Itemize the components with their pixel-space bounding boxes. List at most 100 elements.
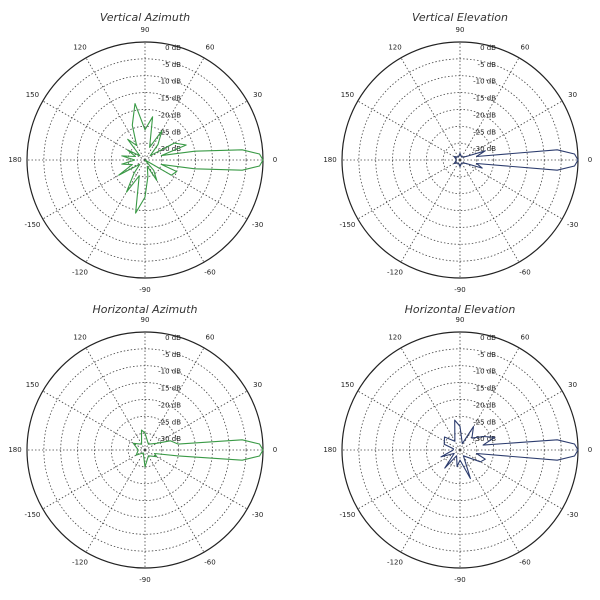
angle-tick-label: -150 — [24, 511, 40, 519]
grid-ring — [392, 382, 528, 518]
spoke-line — [459, 57, 520, 161]
spoke-line — [144, 57, 205, 161]
chart-title: Vertical Elevation — [412, 11, 508, 24]
radial-tick-label: 0 dB — [165, 44, 181, 52]
radial-tick-label: -10 dB — [158, 78, 181, 86]
angle-tick-label: 150 — [341, 381, 354, 389]
angle-tick-label: 90 — [456, 316, 465, 324]
spoke-line — [357, 390, 461, 451]
angle-tick-label: 90 — [141, 26, 150, 34]
angle-tick-label: 180 — [323, 446, 336, 454]
radial-tick-label: -25 dB — [158, 128, 181, 136]
angle-tick-label: -150 — [24, 221, 40, 229]
grid-ring — [60, 365, 230, 535]
angle-tick-label: 90 — [141, 316, 150, 324]
radial-tick-label: -15 dB — [158, 385, 181, 393]
spoke-line — [42, 100, 146, 161]
angle-tick-label: -120 — [387, 559, 403, 567]
angle-tick-label: -150 — [339, 511, 355, 519]
angle-tick-label: 180 — [8, 446, 21, 454]
angle-tick-label: -90 — [139, 286, 150, 294]
grid-ring — [409, 109, 511, 211]
spoke-line — [144, 100, 248, 161]
grid-ring — [127, 142, 163, 178]
radial-tick-label: -30 dB — [158, 435, 181, 443]
angle-tick-label: -30 — [252, 511, 263, 519]
angle-tick-label: 120 — [388, 333, 401, 341]
spoke-line — [400, 159, 461, 263]
spoke-line — [144, 347, 205, 451]
spoke-line — [85, 347, 146, 451]
spoke-line — [144, 159, 205, 263]
grid-ring — [43, 58, 247, 262]
grid-ring — [442, 142, 478, 178]
grid-ring — [375, 365, 545, 535]
grid-ring — [94, 399, 196, 501]
spoke-line — [85, 449, 146, 553]
angle-tick-label: -30 — [252, 221, 263, 229]
angle-tick-label: 0 — [273, 446, 277, 454]
spoke-line — [459, 100, 563, 161]
angle-tick-label: -30 — [567, 221, 578, 229]
radial-tick-label: -25 dB — [473, 128, 496, 136]
angle-tick-label: 0 — [588, 446, 592, 454]
angle-tick-label: -60 — [519, 269, 530, 277]
spoke-line — [42, 449, 146, 510]
pattern-line — [132, 429, 264, 468]
spoke-line — [85, 159, 146, 263]
grid-ring — [127, 432, 163, 468]
radial-tick-label: -5 dB — [478, 351, 497, 359]
angle-tick-label: -60 — [204, 559, 215, 567]
angle-tick-label: 30 — [568, 381, 577, 389]
radial-tick-label: -30 dB — [158, 145, 181, 153]
angle-tick-label: 90 — [456, 26, 465, 34]
radial-tick-label: -25 dB — [158, 418, 181, 426]
grid-ring — [110, 415, 180, 485]
angle-tick-label: -120 — [72, 269, 88, 277]
angle-tick-label: 60 — [206, 333, 215, 341]
spoke-line — [42, 159, 146, 220]
spoke-line — [459, 449, 520, 553]
radial-tick-label: -20 dB — [158, 111, 181, 119]
grid-ring — [77, 92, 213, 228]
radial-tick-label: -30 dB — [473, 435, 496, 443]
angle-tick-label: 120 — [73, 333, 86, 341]
spoke-line — [42, 390, 146, 451]
grid-ring — [425, 415, 495, 485]
angle-tick-label: 60 — [206, 43, 215, 51]
radial-tick-label: -10 dB — [473, 78, 496, 86]
angle-tick-label: 180 — [8, 156, 21, 164]
radial-tick-label: -10 dB — [473, 368, 496, 376]
grid-ring — [358, 58, 562, 262]
spoke-line — [400, 347, 461, 451]
spoke-line — [459, 347, 520, 451]
angle-tick-label: -120 — [387, 269, 403, 277]
radial-tick-label: -25 dB — [473, 418, 496, 426]
grid-ring — [43, 348, 247, 552]
grid-ring — [392, 92, 528, 228]
spoke-line — [144, 390, 248, 451]
spoke-line — [357, 449, 461, 510]
pattern-line — [453, 149, 579, 171]
radial-tick-label: -20 dB — [158, 401, 181, 409]
spoke-line — [357, 159, 461, 220]
chart-title: Horizontal Azimuth — [93, 303, 198, 316]
angle-tick-label: -90 — [454, 286, 465, 294]
grid-ring — [94, 109, 196, 211]
angle-tick-label: 30 — [253, 91, 262, 99]
spoke-line — [357, 100, 461, 161]
grid-ring — [77, 382, 213, 518]
spoke-line — [144, 449, 205, 553]
angle-tick-label: 60 — [521, 43, 530, 51]
radial-tick-label: -15 dB — [158, 95, 181, 103]
spoke-line — [459, 159, 563, 220]
radial-tick-label: -5 dB — [478, 61, 497, 69]
angle-tick-label: -60 — [204, 269, 215, 277]
angle-tick-label: 0 — [588, 156, 592, 164]
grid-ring — [442, 432, 478, 468]
radial-tick-label: -20 dB — [473, 401, 496, 409]
grid-ring — [375, 75, 545, 245]
angle-tick-label: 120 — [73, 43, 86, 51]
angle-tick-label: 120 — [388, 43, 401, 51]
spoke-line — [459, 390, 563, 451]
